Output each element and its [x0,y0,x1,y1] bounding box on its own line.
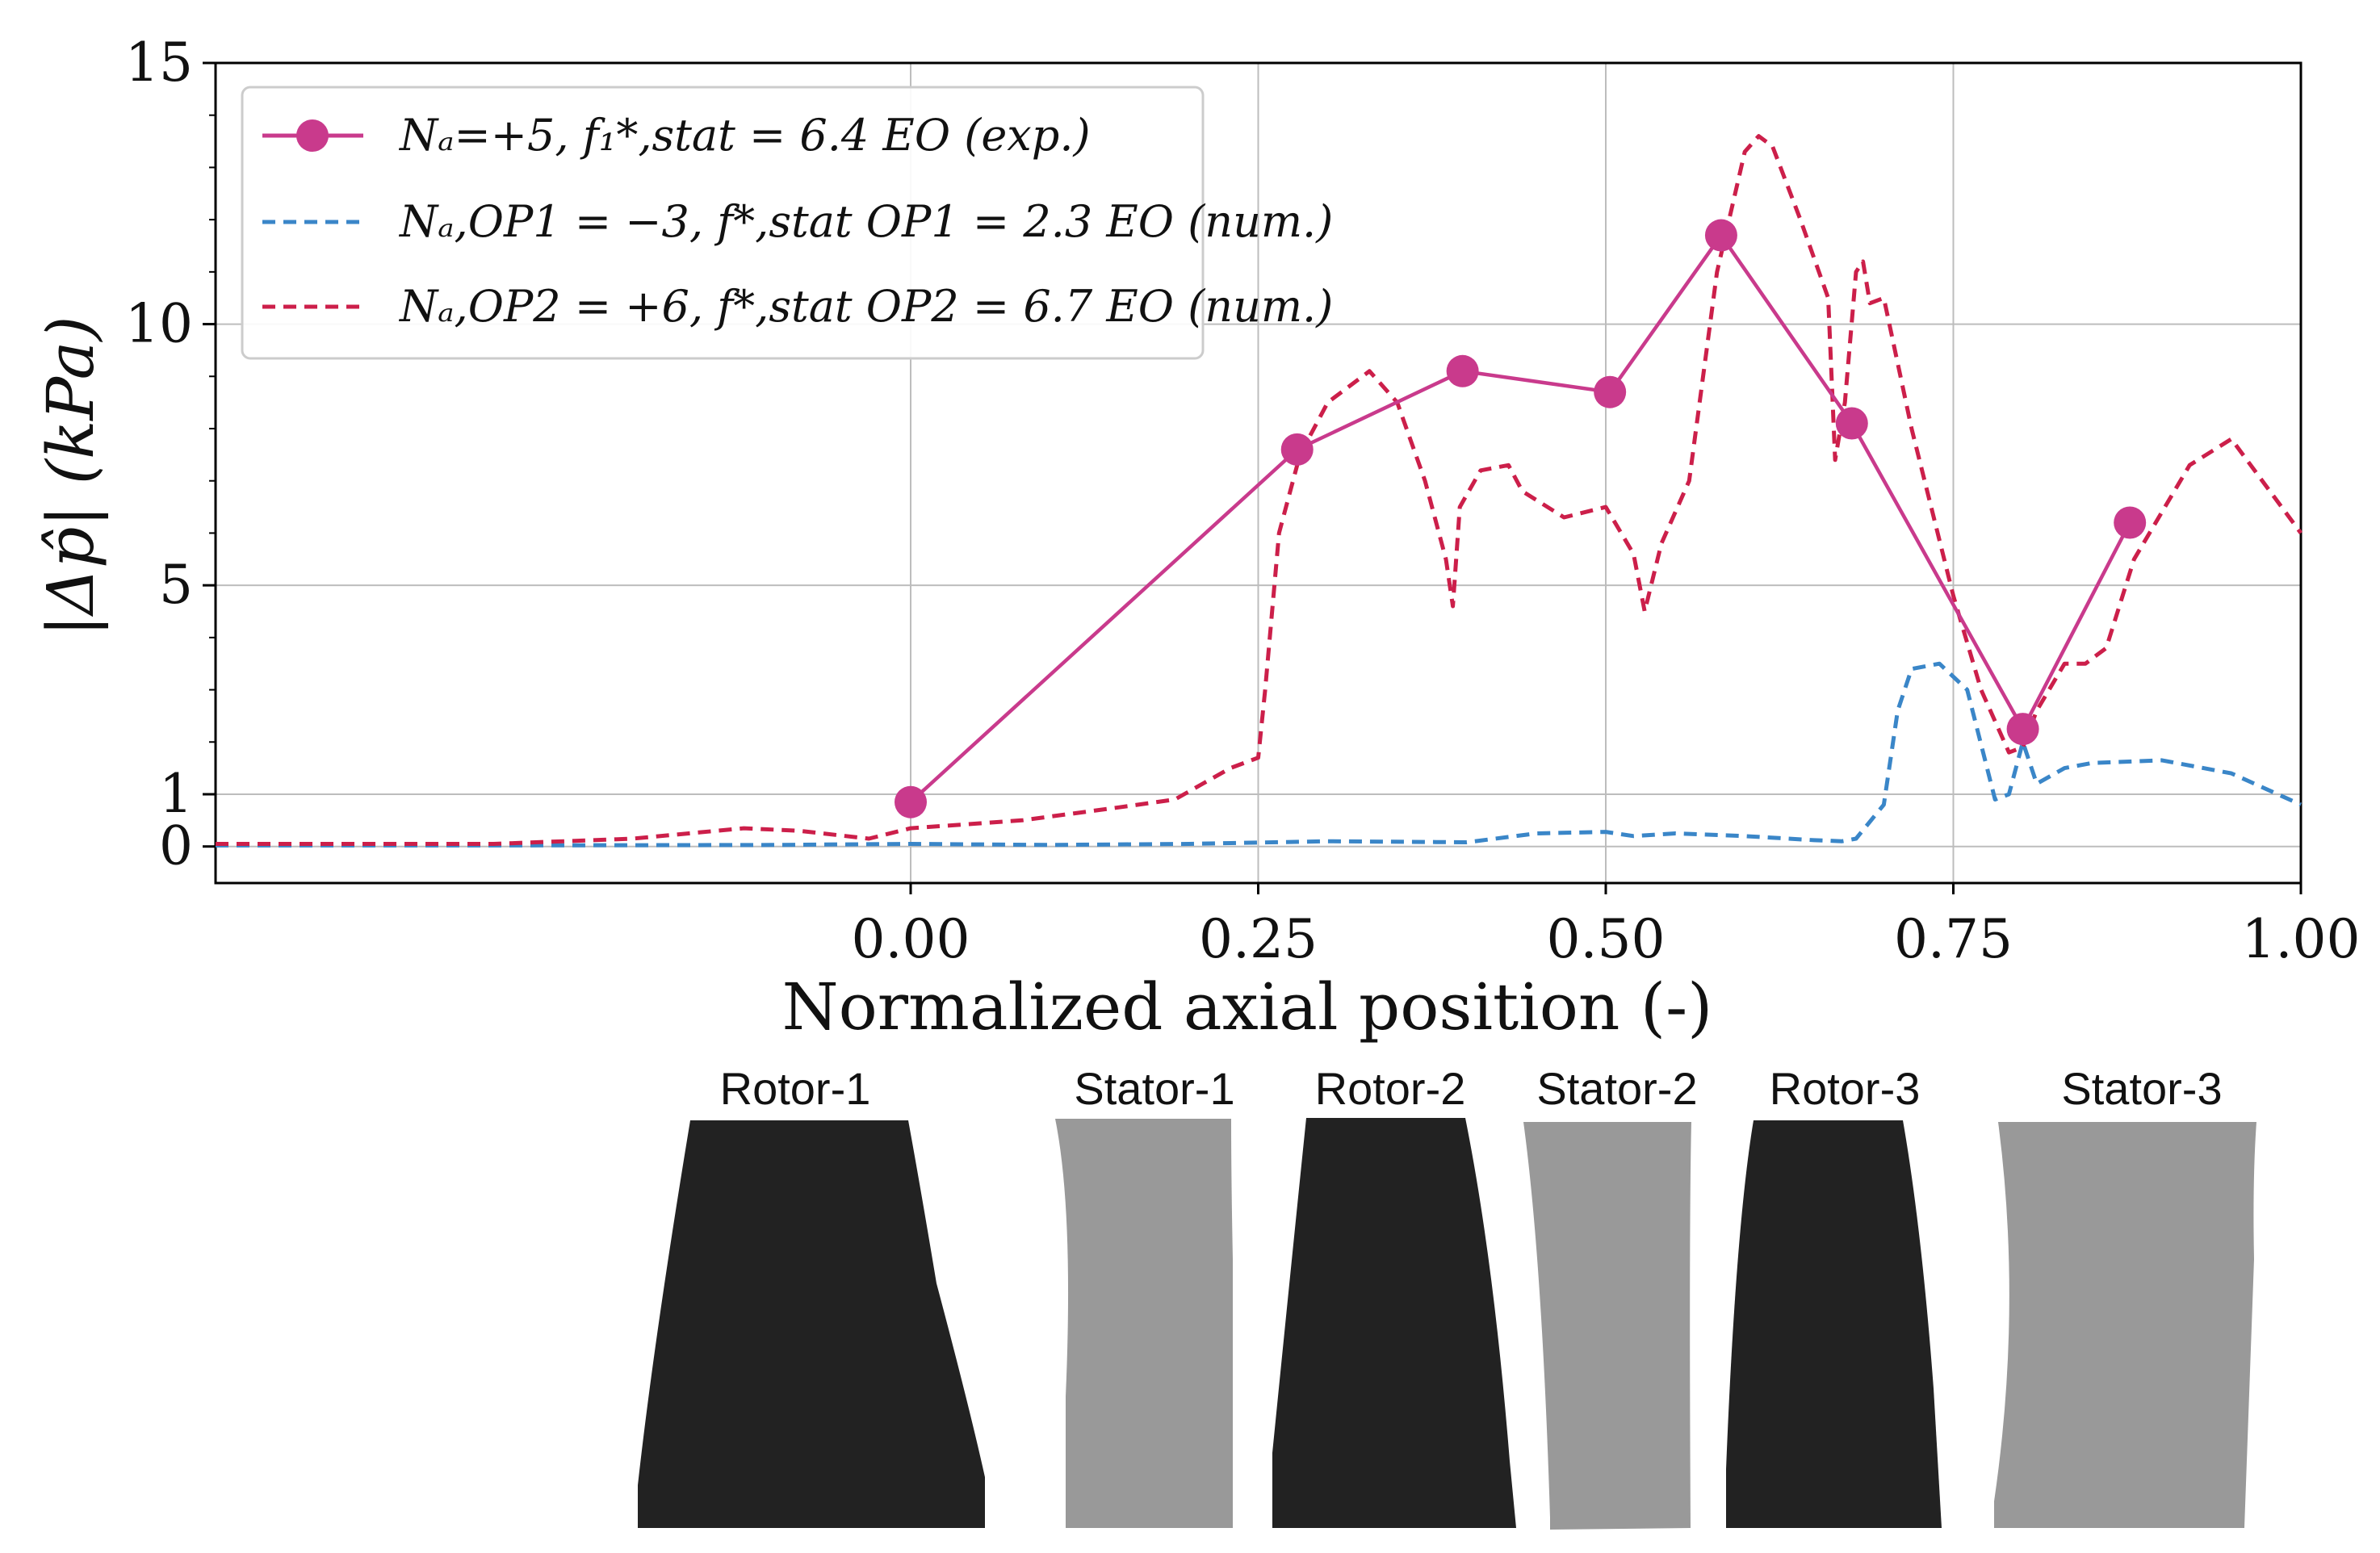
legend-exp-marker [296,119,329,152]
x-axis-ticks: 0.00 0.25 0.50 0.75 1.00 [852,883,2361,970]
exp-data-point [1835,407,1868,440]
x-tick-label: 0.75 [1894,908,2013,970]
legend: Nₐ=+5, f₁*,stat = 6.4 EO (exp.) Nₐ,OP1 =… [241,86,1333,360]
y-tick-label: 5 [159,554,193,616]
blade-label-stator-1: Stator-1 [1074,1063,1234,1114]
exp-data-point [1704,219,1737,252]
exp-data-point [1280,433,1314,466]
legend-box [241,86,1205,360]
series-line-2 [216,134,2303,846]
blade-stator-3 [1994,1122,2256,1528]
y-tick-label: 0 [159,815,193,877]
x-axis-label: Normalized axial position (-) [782,969,1713,1044]
x-tick-label: 0.25 [1199,908,1318,970]
y-tick-label: 15 [125,31,193,94]
blade-rotor-1 [638,1120,985,1528]
blade-label-rotor-3: Rotor-3 [1770,1063,1921,1114]
blade-rotor-2 [1272,1118,1516,1528]
exp-data-point [1446,354,1479,387]
y-tick-label: 10 [125,293,193,355]
blade-stator-1 [1055,1119,1233,1528]
y-axis-label: |Δp̂| (kPa) [33,316,108,636]
legend-op1-label: Nₐ,OP1 = −3, f*,stat OP1 = 2.3 EO (num.) [398,196,1333,247]
blade-label-rotor-1: Rotor-1 [720,1063,871,1114]
y-tick-label: 1 [159,763,193,825]
blade-rotor-3 [1726,1120,1942,1528]
exp-data-point [895,785,927,818]
series-line-0 [909,233,2132,804]
exp-data-point [2006,713,2039,746]
series-line-1 [216,661,2302,848]
blade-stator-2 [1523,1122,1691,1530]
exp-data-point [2114,506,2147,539]
series-layer [216,134,2303,848]
blade-label-rotor-2: Rotor-2 [1315,1063,1466,1114]
blade-label-stator-3: Stator-3 [2061,1063,2222,1114]
x-tick-label: 1.00 [2242,908,2361,970]
x-tick-label: 0.00 [852,908,970,970]
x-tick-label: 0.50 [1547,908,1666,970]
blade-schematic: Rotor-1 Stator-1 Rotor-2 Stator-2 Rotor-… [638,1063,2256,1530]
exp-data-point [1594,375,1627,408]
legend-exp-label: Nₐ=+5, f₁*,stat = 6.4 EO (exp.) [398,110,1091,161]
blade-label-stator-2: Stator-2 [1536,1063,1697,1114]
legend-op2-label: Nₐ,OP2 = +6, f*,stat OP2 = 6.7 EO (num.) [398,281,1333,332]
